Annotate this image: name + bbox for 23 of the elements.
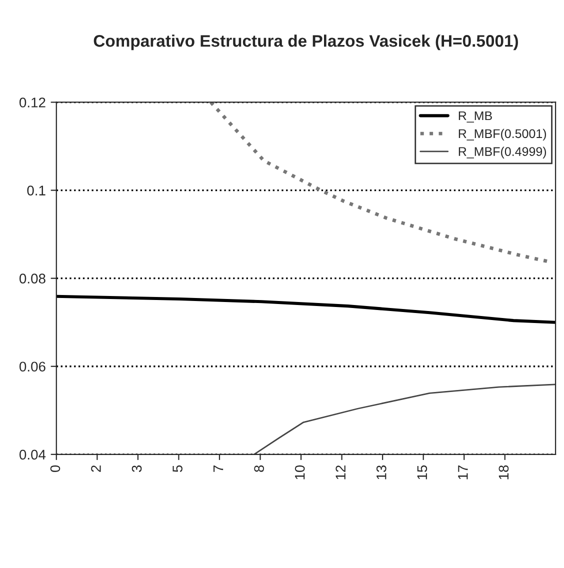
x-tick-label: 15 (417, 465, 428, 480)
y-tick-label: 0.04 (19, 450, 46, 460)
legend-label: R_MBF(0.5001) (458, 128, 546, 141)
x-tick-label: 18 (498, 465, 509, 480)
line-series (253, 384, 556, 454)
line-series (56, 294, 556, 324)
x-tick-label: 12 (336, 466, 346, 480)
legend-label: R_MBF(0.4999) (458, 146, 546, 158)
x-tick-label: 5 (172, 465, 182, 472)
x-tick-label: 3 (132, 465, 142, 472)
legend-label: R_MB (458, 111, 492, 123)
x-tick-label: 13 (376, 465, 386, 480)
x-tick-label: 17 (458, 466, 468, 480)
y-tick-label: 0.12 (19, 98, 46, 108)
y-tick-label: 0.08 (19, 274, 46, 284)
x-tick-label: 7 (214, 466, 224, 472)
y-tick-label: 0.06 (19, 362, 46, 372)
x-tick-label: 0 (50, 465, 60, 472)
y-tick-label: 0.1 (27, 186, 46, 196)
chart-title: Comparativo Estructura de Plazos Vasicek (H=0.5001) (94, 34, 518, 50)
x-tick-label: 2 (91, 466, 101, 472)
x-tick-label: 8 (254, 465, 264, 472)
x-tick-label: 10 (294, 465, 305, 480)
